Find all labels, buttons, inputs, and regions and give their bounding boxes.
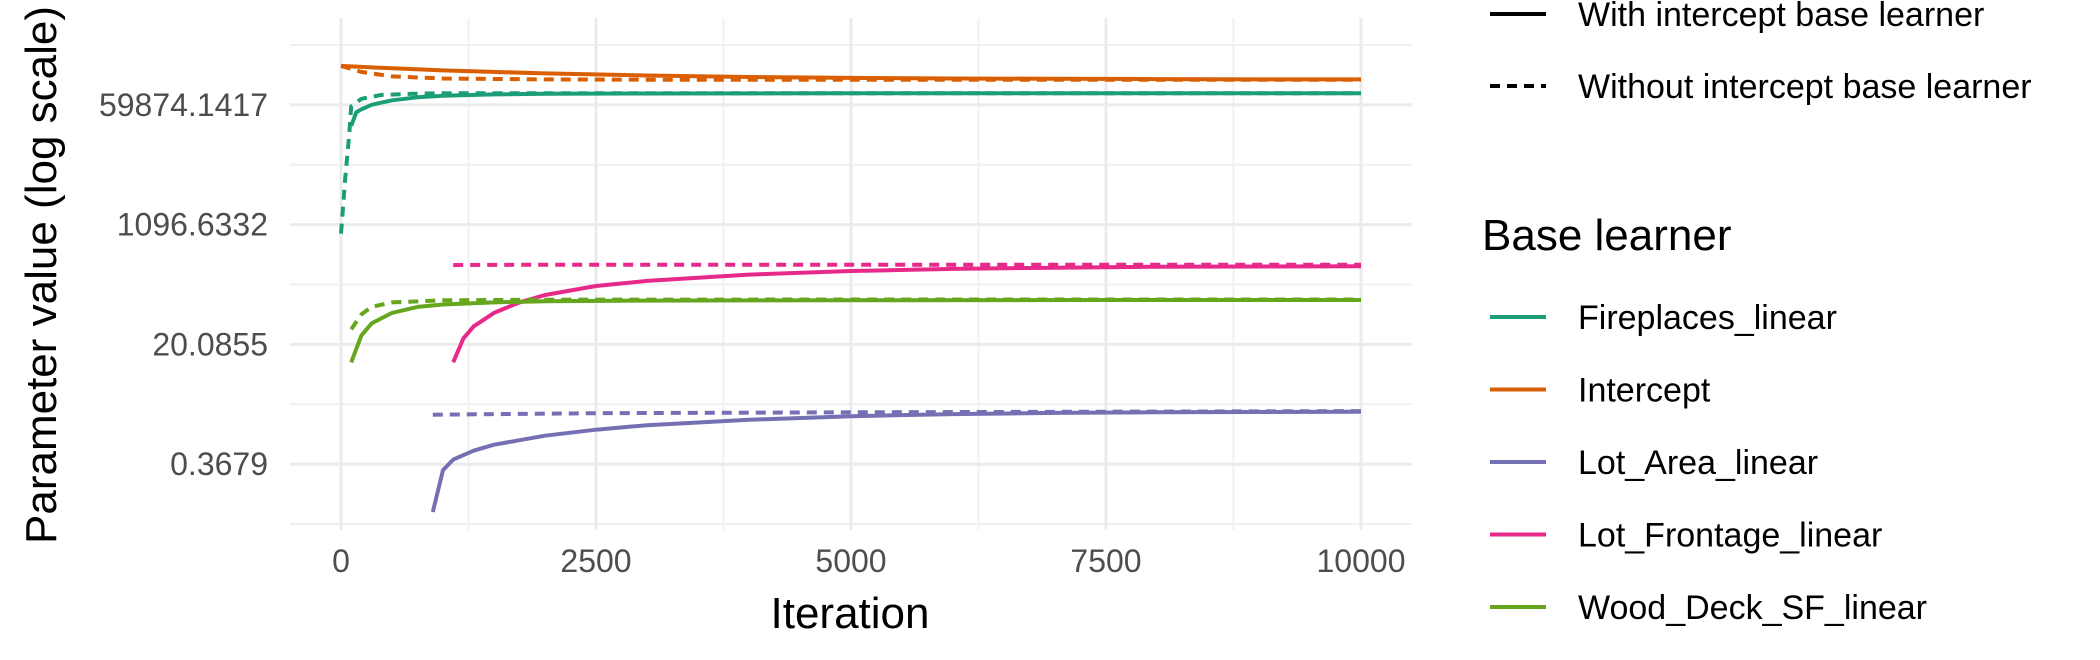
series-line-fireplaces-linear-with-intercept	[349, 91, 1361, 127]
series-lines	[339, 63, 1362, 513]
y-tick-label: 1096.6332	[117, 207, 268, 243]
linetype-legend-label: Without intercept base learner	[1578, 68, 2032, 106]
legend: Base learner With intercept base learner…	[1482, 0, 2032, 627]
series-line-lot-area-linear-with-intercept	[430, 409, 1362, 513]
color-legend-label: Lot_Frontage_linear	[1578, 517, 1882, 555]
color-legend-label: Wood_Deck_SF_linear	[1578, 589, 1927, 627]
x-tick-label: 5000	[815, 543, 886, 579]
series-line-fireplaces-linear-without-intercept	[339, 91, 1361, 234]
grid	[290, 18, 1412, 530]
axes: Iteration Parameter value (log scale) 0 2…	[17, 6, 1405, 638]
color-legend-title: Base learner	[1482, 211, 1731, 260]
y-tick-label: 20.0855	[152, 326, 268, 362]
color-legend-label: Lot_Area_linear	[1578, 444, 1818, 482]
x-tick-label: 10000	[1317, 543, 1406, 579]
x-tick-label: 0	[332, 543, 350, 579]
color-legend-label: Fireplaces_linear	[1578, 299, 1837, 337]
y-tick-label: 0.3679	[170, 446, 268, 482]
y-axis-title: Parameter value (log scale)	[17, 6, 66, 544]
y-tick-label: 59874.1417	[99, 87, 268, 123]
series-line-lot-frontage-linear-with-intercept	[451, 264, 1362, 364]
linetype-legend-label: With intercept base learner	[1578, 0, 1984, 34]
series-line-lot-area-linear-without-intercept	[432, 409, 1362, 417]
x-tick-label: 7500	[1070, 543, 1141, 579]
color-legend-label: Intercept	[1578, 372, 1711, 410]
x-tick-label: 2500	[560, 543, 631, 579]
x-axis-title: Iteration	[771, 589, 930, 638]
series-line-intercept-without-intercept	[340, 63, 1361, 82]
series-line-wood-deck-sf-linear-without-intercept	[349, 297, 1361, 331]
